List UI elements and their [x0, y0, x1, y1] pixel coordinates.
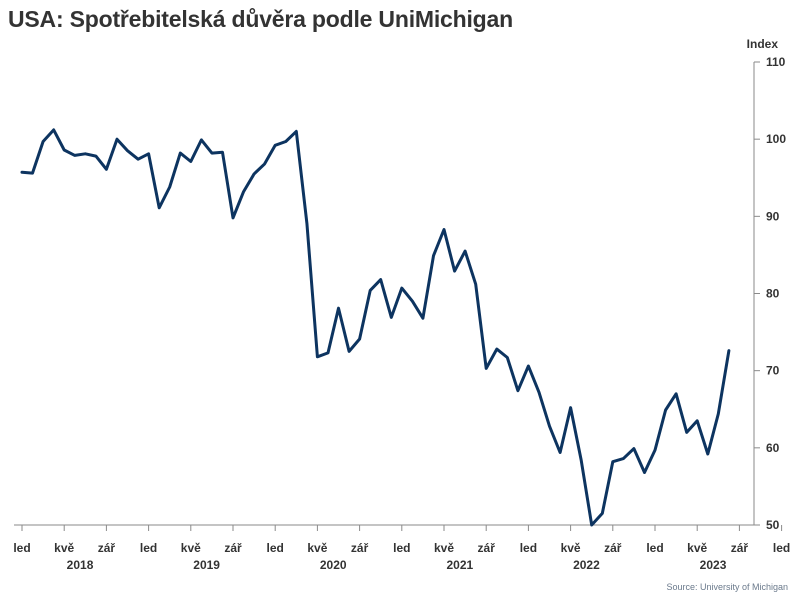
source-note: Source: University of Michigan [666, 582, 788, 592]
y-tick-label: 80 [766, 287, 780, 301]
y-ticks: 50 60 70 80 90 100 110 [754, 55, 786, 532]
y-tick-label: 60 [766, 441, 780, 455]
x-year-labels: 2018 2019 2020 2021 2022 2023 [67, 558, 727, 572]
y-axis: Index 50 60 70 80 90 100 110 [747, 37, 787, 532]
x-tick-label: kvě [54, 541, 74, 555]
x-tick-label: kvě [307, 541, 327, 555]
x-tick-label: led [646, 541, 663, 555]
x-tick-label: zář [351, 541, 369, 555]
x-year-label: 2018 [67, 558, 94, 572]
x-tick-label: kvě [561, 541, 581, 555]
y-tick-label: 90 [766, 209, 780, 223]
x-ticks: led kvě zář led kvě zář led kvě zář led kvě zář led k… [13, 525, 790, 555]
chart-title: USA: Spotřebitelská důvěra podle UniMich… [8, 6, 513, 32]
x-tick-label: led [520, 541, 537, 555]
x-tick-label: led [267, 541, 284, 555]
x-tick-label: zář [731, 541, 749, 555]
series-line [20, 128, 731, 527]
x-year-label: 2019 [193, 558, 220, 572]
x-tick-label: zář [224, 541, 242, 555]
x-tick-label: led [140, 541, 157, 555]
x-tick-label: led [13, 541, 30, 555]
x-year-label: 2020 [320, 558, 347, 572]
y-axis-title: Index [747, 37, 779, 51]
x-tick-label: kvě [434, 541, 454, 555]
x-year-label: 2023 [700, 558, 727, 572]
x-tick-label: zář [478, 541, 496, 555]
series-layer [20, 128, 731, 527]
x-tick-label: led [393, 541, 410, 555]
x-tick-label: zář [604, 541, 622, 555]
x-axis: led kvě zář led kvě zář led kvě zář led kvě zář led k… [13, 524, 790, 572]
y-tick-label: 110 [766, 55, 786, 69]
x-tick-label: kvě [687, 541, 707, 555]
y-tick-label: 100 [766, 132, 786, 146]
x-year-label: 2022 [573, 558, 600, 572]
x-year-label: 2021 [446, 558, 473, 572]
x-tick-label: led [773, 541, 790, 555]
y-tick-label: 50 [766, 518, 780, 532]
x-tick-label: zář [98, 541, 116, 555]
y-tick-label: 70 [766, 364, 780, 378]
x-tick-label: kvě [181, 541, 201, 555]
